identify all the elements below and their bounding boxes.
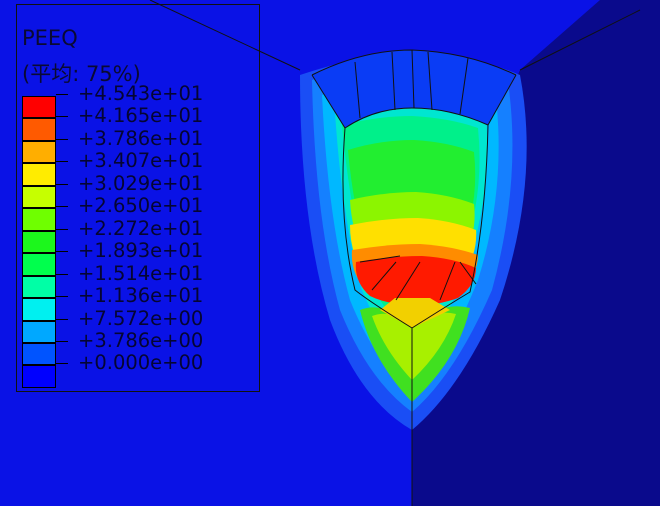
legend-swatch: [22, 298, 56, 321]
legend-tick-label: +2.272e+01: [55, 216, 204, 240]
legend-swatch: [22, 342, 56, 366]
legend-tick-label: +4.165e+01: [55, 104, 204, 128]
legend-tick-label: +0.000e+00: [55, 351, 204, 375]
legend-tick-label: +7.572e+00: [55, 306, 204, 330]
legend-swatch: [22, 140, 56, 164]
legend-swatch: [22, 185, 56, 209]
legend-tick-label: +3.407e+01: [55, 149, 204, 173]
legend-swatch: [22, 320, 56, 343]
contour-band-peak: [355, 256, 476, 306]
legend-color-bar: [22, 96, 56, 388]
legend-tick-label: +1.514e+01: [55, 261, 204, 285]
mesh-edge: [149, 0, 301, 71]
legend-swatch: [22, 118, 56, 141]
legend-swatch: [22, 208, 56, 231]
legend-tick-labels: +4.543e+01 +4.165e+01 +3.786e+01 +3.407e+01…: [55, 82, 204, 375]
legend-tick-label: +1.136e+01: [55, 284, 204, 308]
mesh-lines: [311, 49, 517, 430]
legend-swatch: [22, 365, 56, 388]
legend-swatch: [22, 230, 56, 254]
lower-bowl-rim: [380, 298, 450, 328]
right-dark-region: [412, 0, 660, 506]
lower-bowl-inner: [372, 312, 456, 380]
legend-tick-label: +3.786e+01: [55, 126, 204, 150]
legend-swatch: [22, 275, 56, 299]
legend-tick-label: +3.029e+01: [55, 171, 204, 195]
legend-subtitle: (平均: 75%): [22, 62, 141, 86]
mesh-edge: [519, 9, 641, 71]
legend-tick-label: +4.543e+01: [55, 82, 204, 105]
legend-tick-label: +1.893e+01: [55, 239, 204, 263]
legend-tick-label: +2.650e+01: [55, 194, 204, 218]
legend-swatch: [22, 163, 56, 186]
rim-cap: [312, 50, 516, 128]
legend-swatch: [22, 96, 56, 119]
legend-swatch: [22, 253, 56, 276]
legend-tick-label: +3.786e+00: [55, 328, 204, 352]
legend-title: PEEQ: [22, 26, 78, 50]
legend-panel: [16, 4, 260, 392]
